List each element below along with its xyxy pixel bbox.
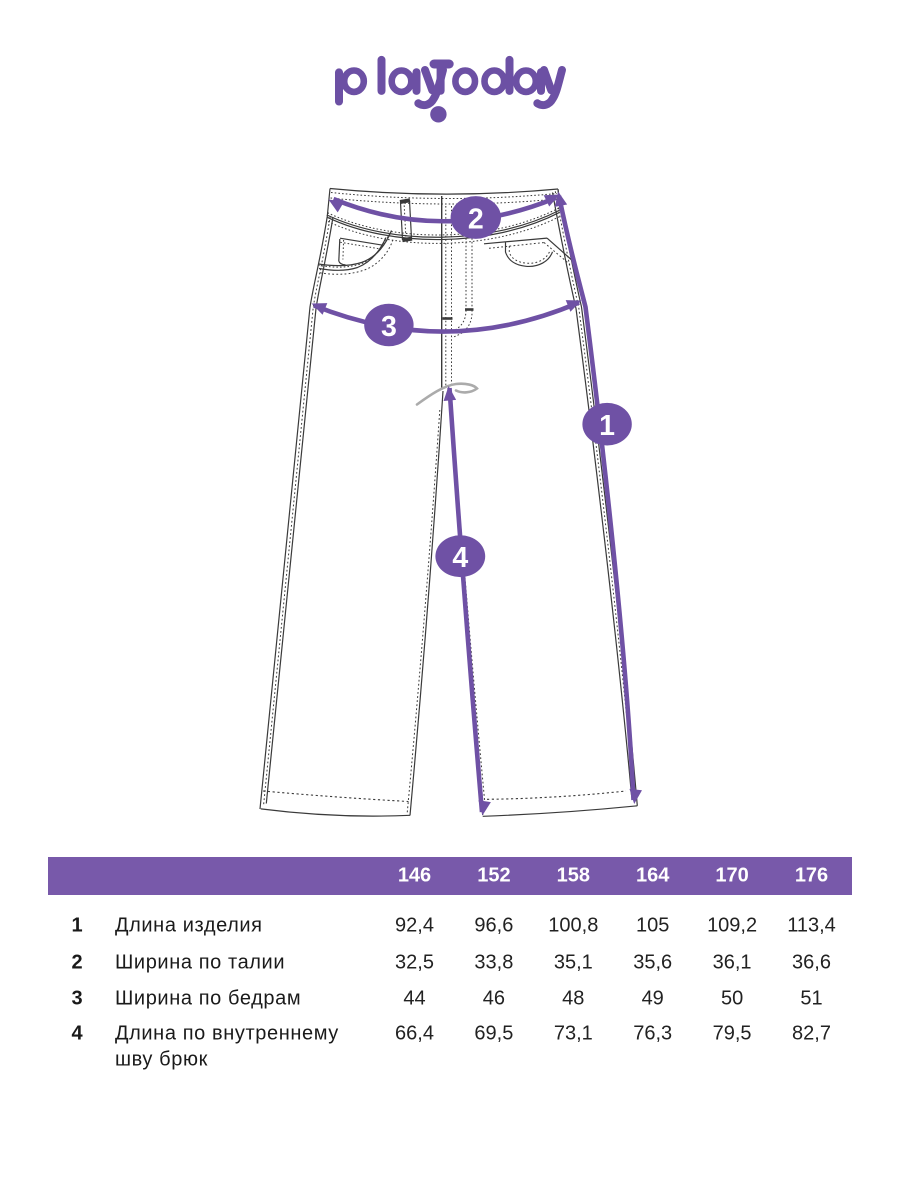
svg-text:2: 2: [468, 203, 484, 235]
svg-text:1: 1: [599, 410, 615, 442]
svg-text:4: 4: [452, 542, 468, 574]
svg-text:3: 3: [381, 311, 397, 343]
